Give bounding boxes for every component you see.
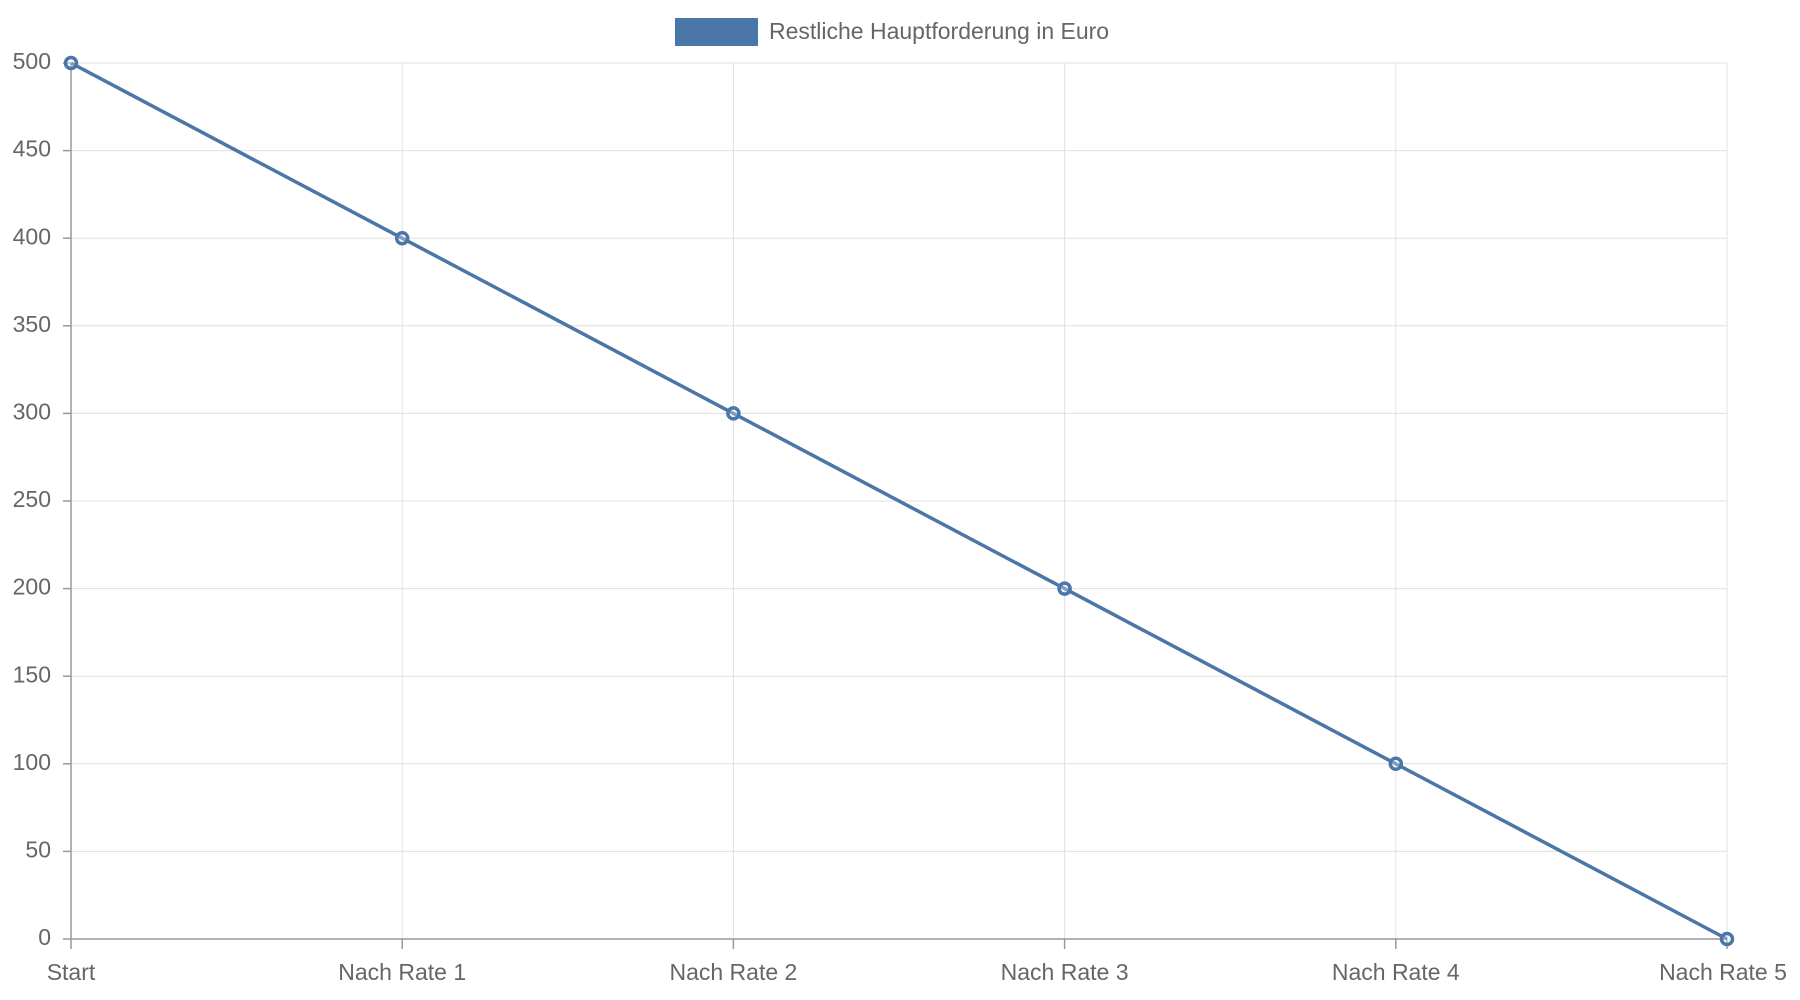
y-tick-label: 200 [13, 574, 51, 600]
y-tick-label: 400 [13, 223, 51, 249]
point [394, 230, 410, 246]
x-tick-label: Start [47, 959, 96, 985]
y-tick-label: 100 [13, 749, 51, 775]
point [1057, 581, 1072, 596]
legend-label: Restliche Hauptforderung in Euro [769, 18, 1109, 44]
x-tick-label: Nach Rate 4 [1332, 959, 1460, 985]
x-tick-label: Nach Rate 3 [1001, 959, 1129, 985]
point [1388, 756, 1404, 772]
legend-swatch [675, 18, 758, 46]
line [70, 61, 1728, 941]
x-tick-label: Nach Rate 2 [669, 959, 797, 985]
point [1719, 931, 1735, 947]
y-tick-label: 50 [25, 836, 51, 862]
y-tick-label: 250 [13, 486, 51, 512]
y-tick-label: 450 [13, 136, 51, 162]
y-tick-label: 350 [13, 311, 51, 337]
y-tick-label: 500 [13, 48, 51, 74]
point [63, 55, 79, 71]
point [726, 406, 741, 421]
y-tick-label: 0 [38, 924, 51, 950]
x-tick-label: Nach Rate 5 [1659, 959, 1787, 985]
y-tick-label: 150 [13, 661, 51, 687]
y-tick-label: 300 [13, 398, 51, 424]
x-tick-label: Nach Rate 1 [338, 959, 466, 985]
